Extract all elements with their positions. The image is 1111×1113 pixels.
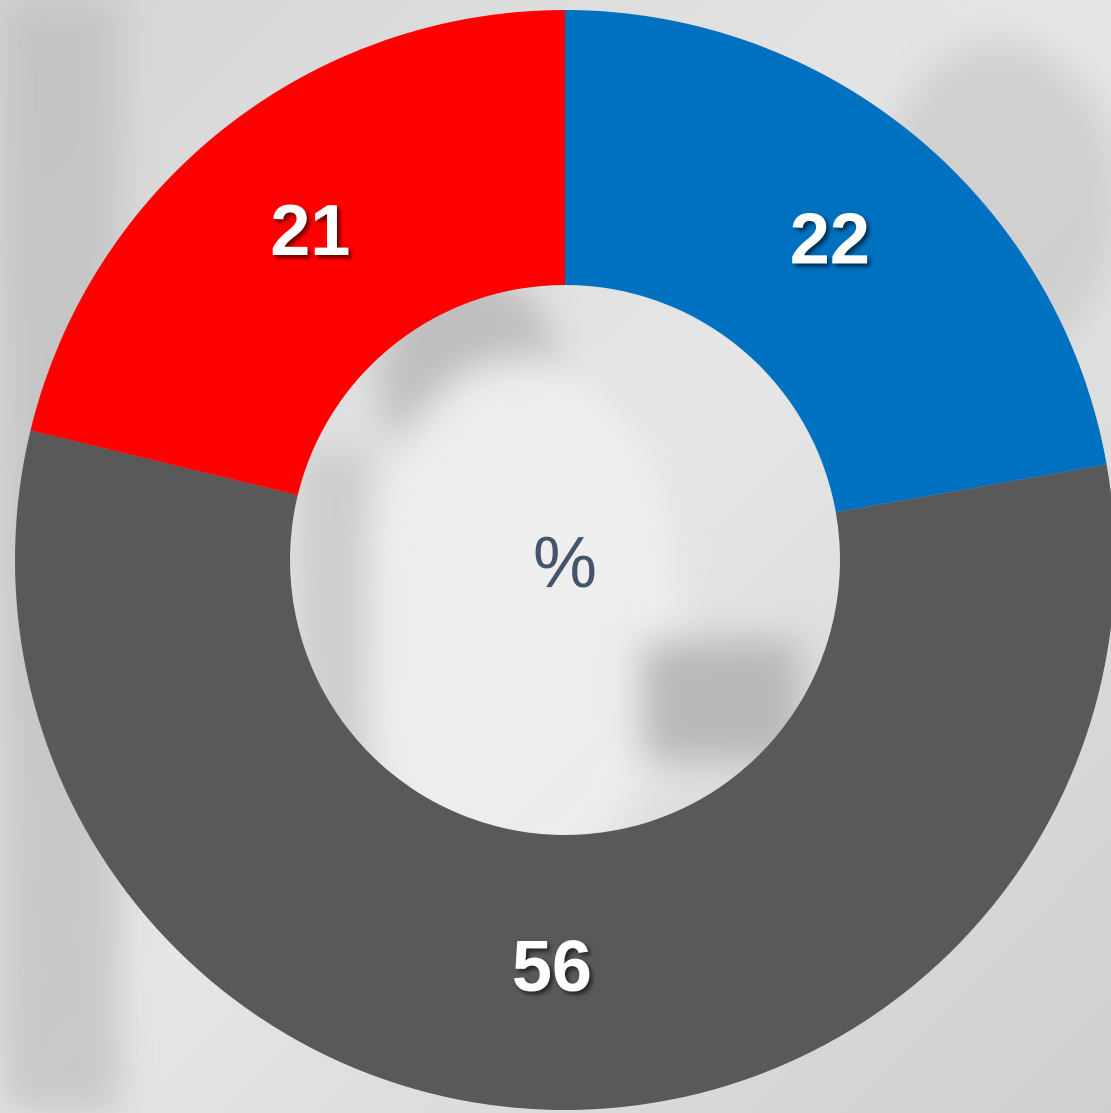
data-label: 22	[790, 199, 870, 279]
donut-segment	[30, 10, 565, 496]
donut-segment	[565, 10, 1107, 513]
center-label: %	[533, 523, 597, 603]
donut: 22 56 21	[15, 10, 1111, 1110]
data-label: 21	[270, 191, 350, 271]
data-label: 56	[512, 927, 592, 1007]
donut-segment	[15, 430, 1111, 1110]
